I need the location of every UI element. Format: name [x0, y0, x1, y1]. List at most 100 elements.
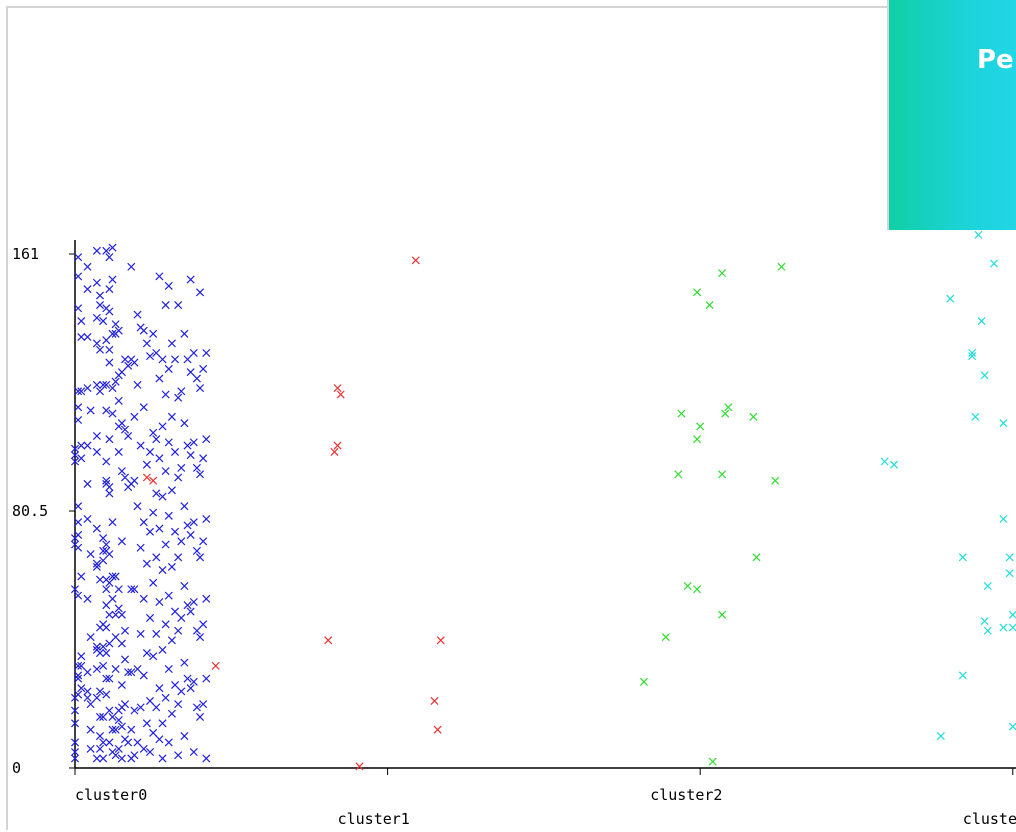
data-point-cluster2	[718, 610, 727, 619]
data-point-cluster0	[174, 751, 183, 760]
data-point-cluster0	[158, 566, 167, 575]
data-point-cluster0	[158, 719, 167, 728]
data-point-cluster0	[171, 607, 180, 616]
data-point-cluster0	[70, 585, 80, 594]
data-point-cluster0	[167, 636, 176, 645]
data-point-cluster3	[980, 371, 989, 380]
data-point-cluster0	[74, 671, 83, 680]
data-point-cluster0	[202, 594, 211, 603]
data-point-cluster0	[74, 253, 83, 262]
data-point-cluster0	[70, 719, 80, 728]
data-point-cluster0	[108, 518, 117, 527]
data-point-cluster0	[142, 649, 151, 658]
data-point-cluster0	[161, 540, 170, 549]
data-point-cluster0	[74, 543, 83, 552]
data-point-cluster0	[108, 712, 117, 721]
data-point-cluster3	[889, 460, 899, 469]
data-point-cluster0	[83, 285, 92, 294]
data-point-cluster0	[74, 403, 83, 412]
data-point-cluster0	[127, 725, 136, 734]
data-point-cluster0	[183, 355, 192, 364]
data-point-cluster0	[196, 288, 205, 297]
data-point-cluster1	[333, 384, 342, 393]
data-point-cluster0	[114, 396, 123, 405]
data-point-cluster0	[164, 665, 173, 674]
data-point-cluster0	[142, 559, 151, 568]
data-point-cluster0	[92, 559, 101, 568]
data-point-cluster0	[108, 594, 117, 603]
data-point-cluster0	[171, 527, 180, 536]
data-point-cluster0	[95, 387, 105, 396]
data-point-cluster0	[105, 285, 114, 294]
data-point-cluster0	[74, 502, 83, 511]
data-point-cluster0	[145, 352, 155, 361]
data-point-cluster0	[202, 348, 211, 357]
data-point-cluster0	[92, 380, 101, 389]
data-point-cluster2	[661, 633, 670, 642]
data-point-cluster0	[105, 435, 114, 444]
data-point-cluster0	[120, 700, 130, 709]
data-point-cluster0	[152, 553, 161, 562]
data-point-cluster0	[111, 725, 120, 734]
data-point-cluster0	[174, 473, 183, 482]
data-point-cluster0	[117, 680, 126, 690]
data-point-cluster0	[83, 332, 92, 342]
data-point-cluster0	[92, 754, 101, 763]
data-point-cluster0	[155, 272, 164, 281]
data-point-cluster0	[83, 384, 92, 393]
data-point-cluster2	[693, 288, 702, 297]
data-point-cluster0	[186, 530, 195, 539]
data-point-cluster0	[74, 591, 83, 600]
data-point-cluster0	[92, 693, 101, 702]
data-point-cluster3	[946, 294, 955, 303]
data-point-cluster0	[202, 514, 211, 524]
data-point-cluster0	[136, 629, 145, 638]
data-point-cluster0	[108, 572, 117, 581]
data-point-cluster0	[99, 642, 108, 651]
data-point-cluster0	[161, 693, 170, 702]
data-point-cluster0	[186, 451, 195, 460]
data-point-cluster0	[95, 687, 105, 696]
data-point-cluster0	[167, 412, 176, 421]
x-tick-label-cluster1: cluster1	[338, 810, 410, 828]
data-point-cluster0	[99, 556, 108, 565]
data-point-cluster3	[974, 230, 983, 239]
data-point-cluster2	[674, 470, 683, 479]
data-point-cluster0	[99, 317, 108, 326]
data-point-cluster0	[117, 610, 126, 619]
data-point-cluster0	[114, 447, 123, 456]
data-point-cluster0	[145, 447, 155, 456]
data-point-cluster3	[936, 732, 945, 741]
data-point-cluster0	[114, 326, 123, 335]
data-point-cluster0	[74, 304, 83, 313]
data-point-cluster0	[202, 674, 211, 683]
data-point-cluster0	[105, 307, 114, 316]
data-point-cluster2	[718, 269, 727, 278]
data-point-cluster0	[102, 406, 111, 415]
data-point-cluster2	[639, 677, 648, 686]
data-point-cluster2	[771, 476, 780, 485]
data-point-cluster0	[77, 317, 86, 326]
data-point-cluster3	[968, 352, 977, 361]
data-point-cluster1	[436, 636, 445, 645]
data-point-cluster0	[152, 348, 161, 357]
data-point-cluster0	[92, 447, 101, 456]
data-point-cluster0	[158, 645, 167, 654]
data-point-cluster0	[99, 534, 108, 543]
data-point-cluster0	[177, 537, 186, 546]
data-point-cluster3	[958, 671, 967, 680]
data-point-cluster2	[752, 553, 761, 562]
data-point-cluster0	[92, 246, 101, 255]
data-point-cluster0	[180, 502, 189, 511]
x-tick-label-cluster3: cluster3	[963, 810, 1016, 828]
data-point-cluster0	[177, 387, 186, 396]
data-point-cluster0	[155, 374, 164, 383]
data-point-cluster0	[114, 716, 123, 725]
data-point-cluster0	[108, 329, 117, 338]
data-point-cluster0	[99, 738, 108, 747]
data-point-cluster0	[199, 454, 208, 463]
data-point-cluster0	[74, 661, 83, 670]
data-point-cluster0	[120, 473, 130, 482]
data-point-cluster0	[180, 732, 189, 741]
data-point-cluster0	[127, 585, 136, 594]
